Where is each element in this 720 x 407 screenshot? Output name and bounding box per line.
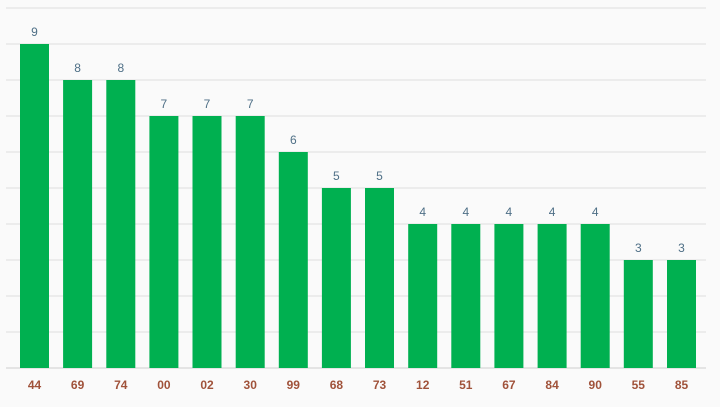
- x-tick-label: 84: [545, 378, 559, 392]
- bar: [623, 260, 653, 368]
- x-tick-label: 68: [330, 378, 344, 392]
- x-tick-label: 73: [373, 378, 387, 392]
- x-tick-label: 85: [675, 378, 689, 392]
- x-tick-label: 55: [632, 378, 646, 392]
- bar: [408, 224, 438, 368]
- bar: [321, 188, 351, 368]
- x-tick-label: 51: [459, 378, 473, 392]
- bar: [235, 116, 265, 368]
- x-tick-label: 67: [502, 378, 516, 392]
- value-label: 4: [592, 205, 599, 219]
- x-tick-labels: 44 69 74 00 02 30 99 68 73 12 51 67 84 90 55 85: [28, 378, 689, 392]
- bar: [451, 224, 481, 368]
- bar: [278, 152, 308, 368]
- bar: [365, 188, 394, 368]
- value-label: 4: [462, 205, 469, 219]
- value-labels: 9 8 8 7 7 7 6 5 5 4 4 4 4 4 3 3: [31, 25, 685, 255]
- x-tick-label: 69: [71, 378, 85, 392]
- bar: [192, 116, 222, 368]
- x-tick-label: 30: [244, 378, 258, 392]
- value-label: 3: [678, 241, 685, 255]
- x-tick-label: 90: [589, 378, 603, 392]
- bar: [106, 80, 136, 368]
- value-label: 4: [506, 205, 513, 219]
- x-tick-label: 00: [157, 378, 171, 392]
- bar: [63, 80, 93, 368]
- value-label: 3: [635, 241, 642, 255]
- value-label: 4: [419, 205, 426, 219]
- bars: [20, 44, 696, 368]
- value-label: 8: [74, 61, 81, 75]
- x-tick-label: 44: [28, 378, 42, 392]
- bar: [537, 224, 567, 368]
- x-tick-label: 12: [416, 378, 430, 392]
- bar: [149, 116, 179, 368]
- value-label: 8: [117, 61, 124, 75]
- x-tick-label: 02: [200, 378, 214, 392]
- bar: [667, 260, 696, 368]
- x-tick-label: 74: [114, 378, 128, 392]
- bar: [580, 224, 610, 368]
- value-label: 4: [549, 205, 556, 219]
- value-label: 7: [204, 97, 211, 111]
- bar: [20, 44, 49, 368]
- value-label: 5: [333, 169, 340, 183]
- value-label: 9: [31, 25, 38, 39]
- value-label: 6: [290, 133, 297, 147]
- value-label: 7: [161, 97, 168, 111]
- value-label: 7: [247, 97, 254, 111]
- value-label: 5: [376, 169, 383, 183]
- x-tick-label: 99: [287, 378, 301, 392]
- bar: [494, 224, 524, 368]
